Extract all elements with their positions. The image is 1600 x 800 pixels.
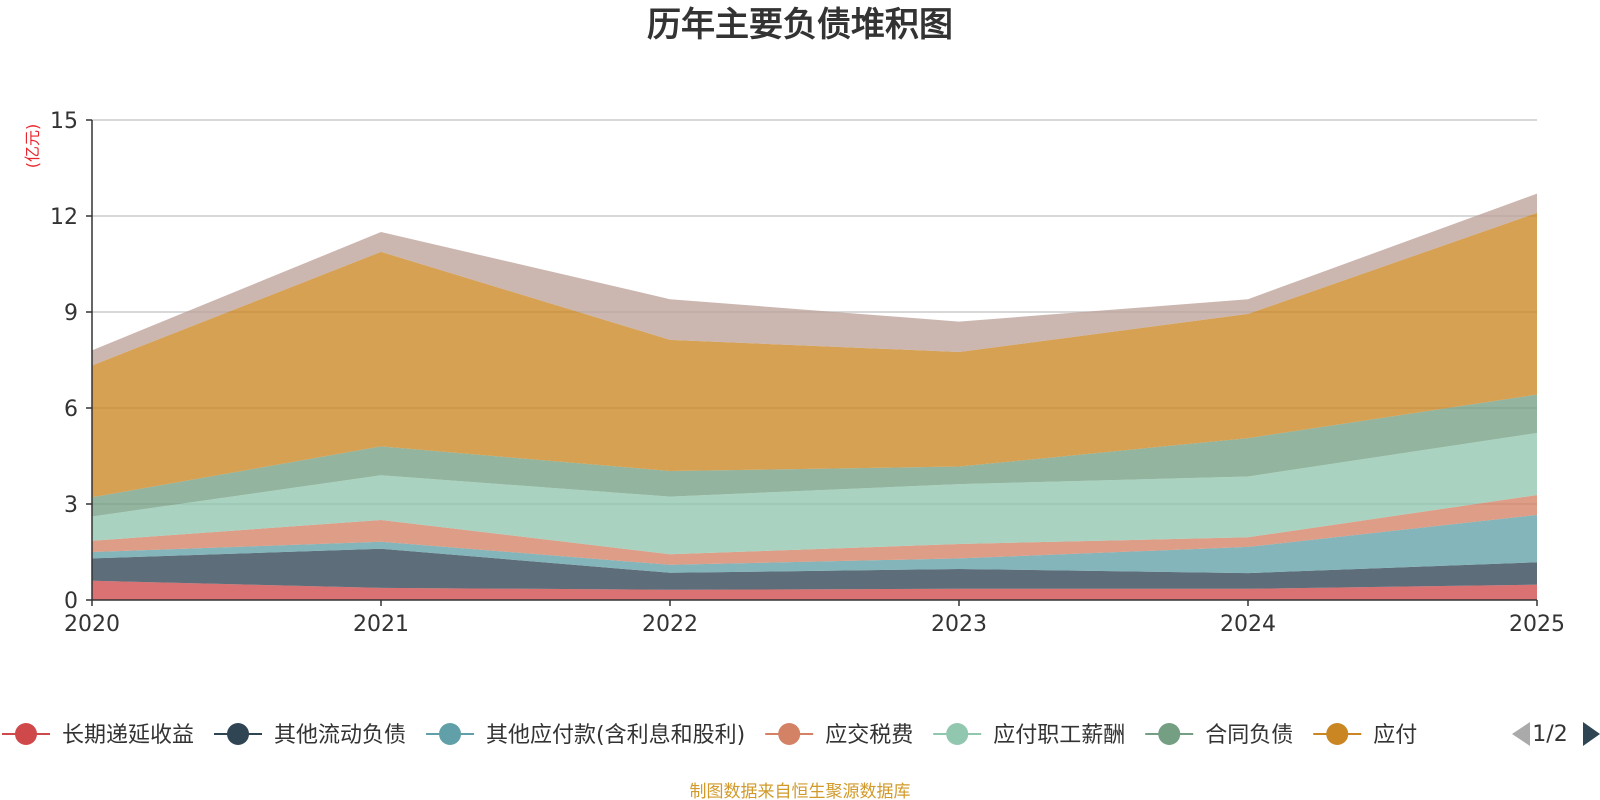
legend-label: 其他流动负债 xyxy=(274,723,406,748)
x-tick-label: 2024 xyxy=(1220,612,1276,637)
legend-item-2[interactable]: 其他流动负债 xyxy=(214,723,406,748)
area-series-group xyxy=(92,193,1537,600)
axes: 0 3 6 9 12 15 2020 2021 2022 2023 2024 2025 xyxy=(50,109,1565,637)
legend-circle-icon xyxy=(15,723,37,745)
area-series-1[interactable] xyxy=(92,580,1537,600)
x-tick-label: 2025 xyxy=(1509,612,1565,637)
legend-item-5[interactable]: 应付职工薪酬 xyxy=(933,723,1125,748)
y-axis-unit-label: (亿元) xyxy=(23,124,42,169)
y-tick-label: 3 xyxy=(64,493,78,518)
x-tick-label: 2022 xyxy=(642,612,698,637)
legend-label: 长期递延收益 xyxy=(62,723,194,748)
y-tick-label: 15 xyxy=(50,109,78,134)
legend-circle-icon xyxy=(439,723,462,745)
legend-circle-icon xyxy=(778,723,801,745)
x-tick-label: 2023 xyxy=(931,612,987,637)
legend-label: 应付 xyxy=(1373,723,1417,748)
legend-circle-icon xyxy=(1326,723,1349,745)
legend-item-1[interactable]: 长期递延收益 xyxy=(2,723,194,748)
legend: 长期递延收益 其他流动负债 其他应付款(含利息和股利) 应交税费 应付职工薪酬 合同负债 应… xyxy=(2,723,1417,748)
legend-label: 应交税费 xyxy=(825,723,913,748)
y-tick-label: 12 xyxy=(50,205,78,230)
legend-circle-icon xyxy=(1158,723,1181,745)
area-series-7[interactable] xyxy=(92,212,1537,498)
legend-circle-icon xyxy=(946,723,969,745)
legend-label: 其他应付款(含利息和股利) xyxy=(486,723,745,748)
legend-page-indicator: 1/2 xyxy=(1532,722,1567,747)
x-tick-label: 2020 xyxy=(64,612,120,637)
chart-title: 历年主要负债堆积图 xyxy=(647,5,953,45)
y-tick-label: 9 xyxy=(64,301,78,326)
legend-item-7[interactable]: 应付 xyxy=(1313,723,1417,748)
area-series-3[interactable] xyxy=(92,514,1537,574)
y-tick-label: 0 xyxy=(64,589,78,614)
legend-pager: 1/2 xyxy=(1512,722,1600,747)
source-note: 制图数据来自恒生聚源数据库 xyxy=(690,782,911,800)
legend-item-4[interactable]: 应交税费 xyxy=(765,723,913,748)
y-tick-label: 6 xyxy=(64,397,78,422)
legend-next-page-icon[interactable] xyxy=(1583,722,1600,746)
area-series-5[interactable] xyxy=(92,432,1537,555)
area-series-6[interactable] xyxy=(92,394,1537,517)
legend-item-3[interactable]: 其他应付款(含利息和股利) xyxy=(426,723,745,748)
x-tick-label: 2021 xyxy=(353,612,409,637)
legend-label: 应付职工薪酬 xyxy=(993,723,1125,748)
legend-label: 合同负债 xyxy=(1205,723,1293,748)
area-series-4[interactable] xyxy=(92,495,1537,565)
legend-item-6[interactable]: 合同负债 xyxy=(1145,723,1293,748)
legend-circle-icon xyxy=(227,723,250,745)
legend-prev-page-icon[interactable] xyxy=(1512,722,1530,746)
area-series-2[interactable] xyxy=(92,548,1537,590)
area-series-8[interactable] xyxy=(92,193,1537,366)
